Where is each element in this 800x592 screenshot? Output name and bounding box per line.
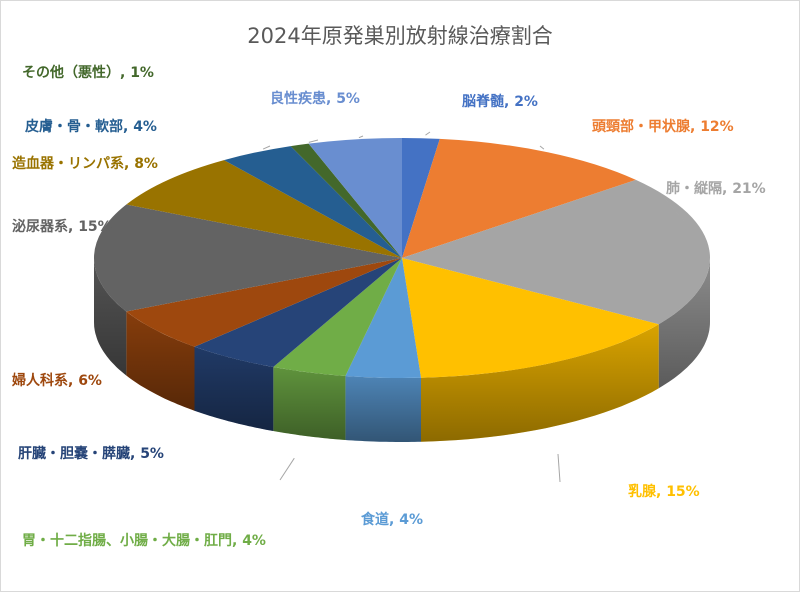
pie-slice-11 [290,143,402,258]
pie-side-shade-6 [194,346,274,431]
leader-line-3 [557,453,561,483]
pie-slice-5 [273,258,402,376]
leader-line-1 [539,145,545,150]
slice-label-4: 食道, 4% [361,511,423,528]
leader-line-10 [262,145,271,150]
slice-label-0: 脳脊髄, 2% [462,93,538,110]
pie-side-shade-3 [421,324,659,442]
pie-slice-1 [402,138,636,258]
slice-label-5: 胃・十二指腸、小腸・大腸・肛門, 4% [22,532,266,549]
pie-slice-8 [93,204,403,312]
chart-title: 2024年原発巣別放射線治療割合 [247,24,553,48]
pie-side-shade-7 [126,311,195,411]
leader-line-12 [358,135,364,139]
slice-label-7: 婦人科系, 6% [11,372,102,389]
slice-label-10: 皮膚・骨・軟部, 4% [24,118,157,135]
slice-label-11: その他（悪性）, 1% [22,64,154,81]
slice-label-6: 肝臓・胆嚢・膵臓, 5% [18,445,164,462]
pie-slice-0 [402,137,440,258]
pie-slice-9 [126,160,403,258]
pie-slice-6 [194,258,402,367]
leader-line-11 [308,139,319,143]
pie-side-shade-5 [273,367,346,440]
leader-line-0 [425,131,431,136]
leader-line-2 [659,192,686,223]
pie-side-shade-8 [94,258,127,376]
slice-label-1: 頭頸部・甲状腺, 12% [592,118,734,135]
slice-label-2: 肺・縦隔, 21% [666,180,766,197]
pie-slice-4 [345,258,421,379]
pie-slice-12 [308,137,402,258]
slice-label-12: 良性疾患, 5% [270,90,360,107]
pie-side-shade-4 [345,376,421,442]
pie-slice-2 [402,179,711,325]
slice-label-9: 造血器・リンパ系, 8% [12,155,158,172]
pie-slice-10 [224,146,402,258]
pie-slice-7 [126,258,403,347]
slice-label-3: 乳腺, 15% [628,483,700,500]
pie-slice-3 [402,258,659,378]
slice-label-8: 泌尿器系, 15% [12,218,112,235]
pie-side-shade-2 [658,258,710,389]
leader-line-5 [279,457,295,481]
